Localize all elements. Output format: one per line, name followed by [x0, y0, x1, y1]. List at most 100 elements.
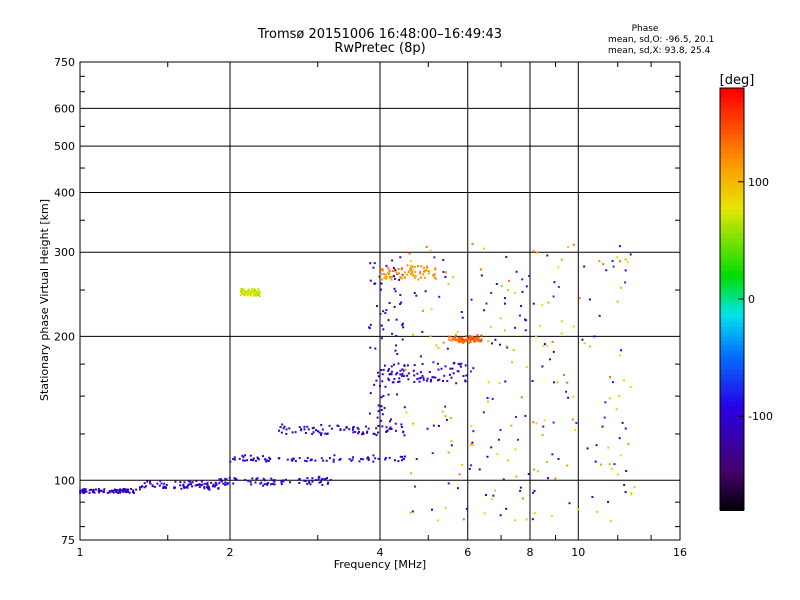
trace-point: [434, 277, 437, 280]
trace-point: [433, 376, 436, 379]
trace-point: [377, 375, 380, 378]
trace-point: [440, 367, 443, 370]
trace-point: [203, 487, 206, 490]
scatter-point: [554, 477, 557, 480]
scatter-point: [541, 433, 544, 436]
scatter-point: [611, 381, 614, 384]
scatter-point: [525, 319, 528, 322]
colorbar-swatch: [720, 148, 744, 155]
trace-point: [386, 266, 389, 269]
colorbar-swatch: [720, 406, 744, 413]
scatter-point: [422, 309, 425, 312]
colorbar-swatch: [720, 378, 744, 385]
scatter-point: [535, 335, 538, 338]
scatter-point: [616, 300, 619, 303]
y-tick-label: 200: [54, 330, 75, 343]
trace-point: [224, 481, 227, 484]
scatter-point: [421, 330, 424, 333]
colorbar-swatch: [720, 289, 744, 296]
colorbar-swatch: [720, 336, 744, 343]
trace-point: [194, 484, 197, 487]
colorbar-swatch: [720, 317, 744, 324]
colorbar-swatch: [720, 233, 744, 240]
scatter-point: [567, 396, 570, 399]
scatter-point: [521, 497, 524, 500]
scatter-point: [572, 395, 575, 398]
colorbar-swatch: [720, 186, 744, 193]
trace-point: [392, 363, 395, 366]
scatter-point: [624, 269, 627, 272]
trace-point: [461, 336, 464, 339]
trace-point: [94, 488, 97, 491]
trace-point: [390, 278, 393, 281]
trace-point: [151, 484, 154, 487]
trace-point: [427, 272, 430, 275]
trace-point: [480, 338, 483, 341]
trace-point: [372, 454, 375, 457]
trace-point: [359, 457, 362, 460]
trace-point: [388, 270, 391, 273]
trace-point: [143, 482, 146, 485]
scatter-point: [535, 422, 538, 425]
trace-point: [407, 270, 410, 273]
scatter-point: [449, 417, 452, 420]
trace-point: [358, 460, 361, 463]
scatter-point: [424, 290, 427, 293]
trace-point: [309, 483, 312, 486]
trace-point: [395, 270, 398, 273]
trace-point: [132, 489, 135, 492]
trace-point: [263, 479, 266, 482]
trace-point: [352, 428, 355, 431]
trace-point: [379, 312, 382, 315]
trace-point: [242, 459, 245, 462]
trace-point: [228, 476, 231, 479]
colorbar-swatch: [720, 228, 744, 235]
trace-point: [305, 460, 308, 463]
scatter-point: [610, 467, 613, 470]
scatter-point: [608, 463, 611, 466]
trace-point: [410, 267, 413, 270]
scatter-point: [543, 343, 546, 346]
trace-point: [182, 485, 185, 488]
colorbar-swatch: [720, 374, 744, 380]
trace-point: [320, 457, 323, 460]
scatter-point: [490, 292, 493, 295]
trace-point: [298, 457, 301, 460]
trace-point: [430, 378, 433, 381]
trace-point: [351, 458, 354, 461]
trace-point: [311, 427, 314, 430]
scatter-point: [574, 429, 577, 432]
trace-point: [399, 276, 402, 279]
scatter-point: [524, 329, 527, 332]
stats-line-x: mean, sd,X: 93.8, 25.4: [608, 46, 711, 56]
trace-point: [387, 369, 390, 372]
trace-point: [478, 339, 481, 342]
scatter-point: [498, 382, 501, 385]
trace-point: [82, 488, 85, 491]
trace-point: [389, 418, 392, 421]
scatter-point: [490, 498, 493, 501]
trace-point: [383, 276, 386, 279]
trace-point: [312, 426, 315, 429]
trace-point: [395, 334, 398, 337]
trace-point: [226, 482, 229, 485]
trace-point: [273, 483, 276, 486]
colorbar-swatch: [720, 209, 744, 216]
y-tick-label: 300: [54, 246, 75, 259]
trace-point: [385, 277, 388, 280]
scatter-point: [456, 330, 459, 333]
trace-point: [414, 275, 417, 278]
trace-point: [284, 478, 287, 481]
trace-point: [454, 336, 457, 339]
scatter-point: [523, 318, 526, 321]
scatter-point: [618, 395, 621, 398]
trace-point: [232, 457, 235, 460]
trace-point: [453, 361, 456, 364]
trace-point: [471, 335, 474, 338]
trace-point: [339, 457, 342, 460]
trace-point: [459, 336, 462, 339]
scatter-point: [611, 259, 614, 262]
trace-point: [380, 419, 383, 422]
trace-point: [258, 291, 261, 294]
trace-point: [406, 374, 409, 377]
